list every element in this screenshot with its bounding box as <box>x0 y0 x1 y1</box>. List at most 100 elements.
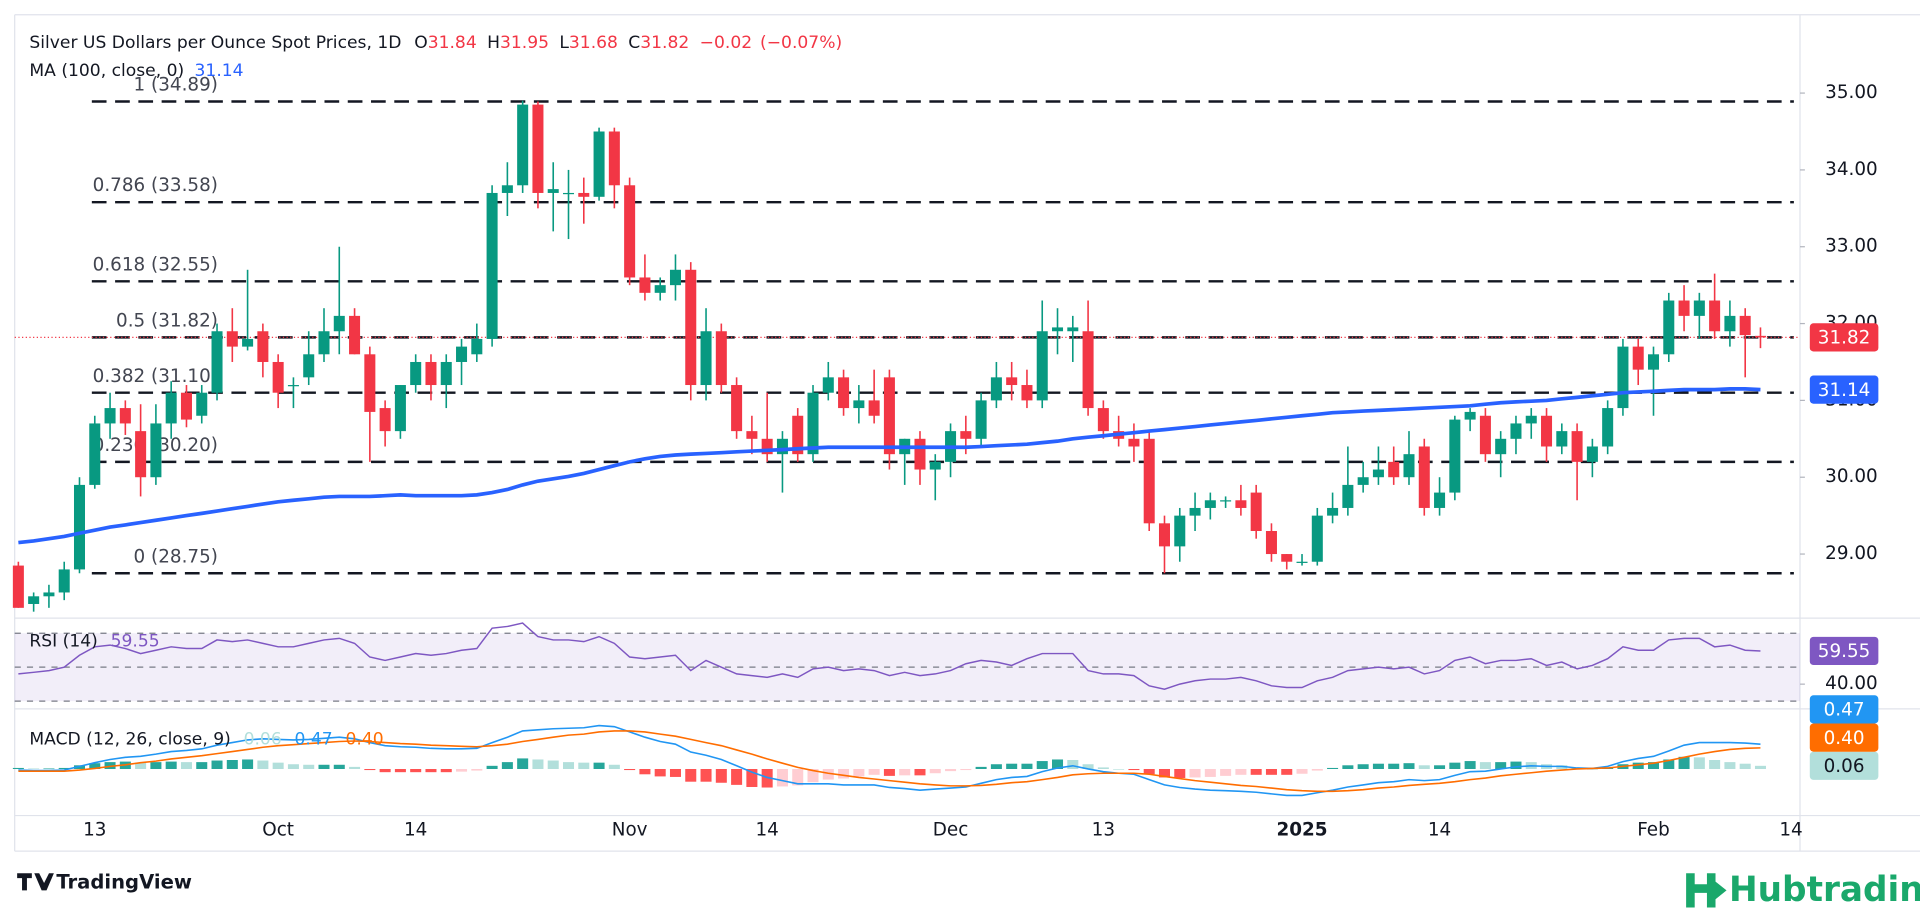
x-tick-label: 13 <box>1092 819 1115 840</box>
candle-body <box>410 361 422 386</box>
candle-body <box>471 338 483 355</box>
candle-body <box>1663 300 1675 355</box>
candle-body <box>501 185 513 193</box>
candle-body <box>1006 377 1018 386</box>
macd-histogram-bar <box>1495 762 1507 769</box>
candle-body <box>165 392 177 424</box>
macd-histogram-bar <box>1281 768 1293 775</box>
fib-label: 1 (34.89) <box>134 75 218 96</box>
macd-histogram-bar <box>180 762 192 769</box>
legend-label: RSI (14) <box>29 631 97 651</box>
candle-body <box>776 438 788 455</box>
macd-histogram-bar <box>1739 763 1751 769</box>
candle-body <box>639 277 651 293</box>
macd-histogram-bar <box>272 762 284 769</box>
macd-histogram-bar <box>501 762 513 769</box>
legend-label: C <box>628 33 640 53</box>
macd-histogram-bar <box>1052 759 1064 769</box>
macd-histogram-bar <box>532 759 544 769</box>
rsi-legend: RSI (14) 59.55 <box>29 631 159 651</box>
legend-label: H <box>487 33 500 53</box>
candle-body <box>1709 300 1721 332</box>
candle-body <box>135 431 147 478</box>
macd-histogram-bar <box>715 768 727 783</box>
fib-label: 0.5 (31.82) <box>116 310 218 331</box>
hubtrading-logo: Hubtrading <box>1686 870 1920 910</box>
candle-body <box>1158 523 1170 547</box>
macd-histogram-bar <box>1311 768 1323 771</box>
macd-histogram-bar <box>562 762 575 769</box>
legend-label: O <box>414 33 427 53</box>
candle-body <box>1479 415 1491 455</box>
macd-histogram-bar <box>731 768 743 785</box>
logo-text: Hubtrading <box>1729 870 1920 910</box>
legend-value: 0.06 <box>244 730 282 750</box>
logo-text: TradingView <box>56 871 192 894</box>
macd-histogram-bar <box>1678 756 1690 769</box>
candle-body <box>1250 492 1262 532</box>
x-tick-label: 14 <box>755 819 778 840</box>
macd-histogram-bar <box>1250 768 1262 775</box>
macd-histogram-bar <box>150 762 162 769</box>
candle-body <box>746 431 758 439</box>
candle-body <box>960 431 972 439</box>
legend-label: MACD (12, 26, close, 9) <box>29 730 230 750</box>
candle-body <box>257 331 269 362</box>
candle-body <box>425 361 437 386</box>
macd-histogram-bar <box>1220 768 1232 776</box>
macd-histogram-bar <box>1204 768 1216 777</box>
legend-label: MA (100, close, 0) <box>29 61 184 81</box>
x-tick-label: Dec <box>933 819 969 840</box>
tradingview-logo: TradingView <box>17 871 192 894</box>
candle-body <box>1724 315 1736 332</box>
x-tick-label: 13 <box>83 819 106 840</box>
macd-histogram-bar <box>990 764 1002 769</box>
macd-histogram-bar <box>761 768 773 788</box>
candle-body <box>1495 438 1507 455</box>
candle-body <box>1327 507 1339 516</box>
x-tick-label: 14 <box>404 819 427 840</box>
candle-body <box>685 269 697 386</box>
macd-histogram-bar <box>394 768 406 773</box>
candle-body <box>1128 438 1140 447</box>
macd-histogram-bar <box>196 762 208 769</box>
candle-body <box>379 408 391 432</box>
candle-body <box>1739 315 1751 336</box>
macd-histogram-bar <box>1693 757 1705 769</box>
macd-histogram-bar <box>899 768 911 776</box>
macd-legend: MACD (12, 26, close, 9) 0.06 0.47 0.40 <box>29 730 383 750</box>
candle-body <box>287 385 299 387</box>
price-tag-label: 0.47 <box>1824 700 1865 721</box>
macd-histogram-bar <box>410 768 422 773</box>
x-tick-label: 14 <box>1779 819 1802 840</box>
price-tag <box>1809 723 1879 752</box>
candle-body <box>73 484 86 570</box>
candle-body <box>1586 446 1598 462</box>
candle-body <box>1541 415 1553 447</box>
legend-value: 59.55 <box>111 631 160 651</box>
candle-body <box>1265 531 1277 555</box>
macd-histogram-bar <box>379 768 391 773</box>
candle-body <box>654 285 666 293</box>
macd-histogram-bar <box>669 768 681 777</box>
macd-histogram-bar <box>226 760 238 769</box>
macd-histogram-bar <box>1265 768 1277 775</box>
candle-body <box>1617 346 1629 409</box>
macd-histogram-bar <box>792 768 804 786</box>
macd-histogram-bar <box>960 768 972 771</box>
macd-histogram-bar <box>89 763 101 769</box>
macd-histogram-bar <box>333 764 345 769</box>
x-tick-label: 2025 <box>1276 819 1327 840</box>
macd-histogram-bar <box>838 768 850 779</box>
macd-histogram-bar <box>1709 760 1721 769</box>
macd-histogram-bar <box>1113 768 1125 770</box>
legend-value: 31.82 <box>640 33 689 53</box>
candle-body <box>1678 300 1690 316</box>
macd-histogram-bar <box>1296 768 1308 774</box>
macd-histogram-bar <box>43 768 55 770</box>
rsi-band <box>14 633 1801 702</box>
macd-histogram-bar <box>242 759 254 769</box>
rsi-line <box>18 622 1761 691</box>
candle-body <box>1052 327 1064 332</box>
candle-body <box>43 592 55 597</box>
